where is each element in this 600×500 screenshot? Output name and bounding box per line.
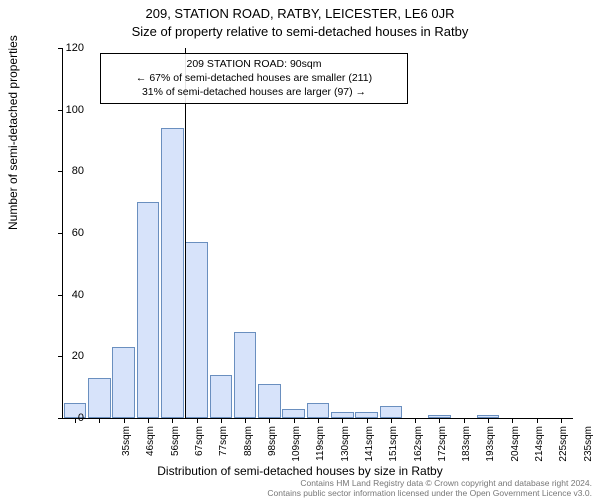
ytick-label: 40 [72, 289, 84, 301]
ytick-mark [58, 110, 63, 111]
ytick-label: 120 [66, 42, 84, 54]
xtick-mark [415, 418, 416, 423]
xtick-label: 119sqm [315, 426, 326, 476]
xtick-mark [512, 418, 513, 423]
ytick-label: 60 [72, 227, 84, 239]
histogram-bar [137, 202, 160, 418]
xtick-mark [488, 418, 489, 423]
xtick-label: 141sqm [364, 426, 375, 476]
xtick-label: 235sqm [583, 426, 594, 476]
footer-attribution: Contains HM Land Registry data © Crown c… [267, 478, 592, 498]
xtick-mark [294, 418, 295, 423]
xtick-mark [537, 418, 538, 423]
xtick-label: 56sqm [170, 426, 181, 476]
histogram-bar [282, 409, 305, 418]
ytick-mark [58, 171, 63, 172]
xtick-label: 172sqm [437, 426, 448, 476]
xtick-label: 88sqm [243, 426, 254, 476]
xtick-mark [318, 418, 319, 423]
xtick-mark [148, 418, 149, 423]
xtick-label: 214sqm [534, 426, 545, 476]
xtick-mark [464, 418, 465, 423]
xtick-mark [124, 418, 125, 423]
plot-area [62, 48, 573, 419]
annotation-box: 209 STATION ROAD: 90sqm← 67% of semi-det… [100, 53, 408, 104]
ytick-label: 0 [78, 412, 84, 424]
xtick-mark [439, 418, 440, 423]
xtick-label: 77sqm [218, 426, 229, 476]
histogram-bar [258, 384, 281, 418]
xtick-mark [172, 418, 173, 423]
xtick-label: 151sqm [388, 426, 399, 476]
annotation-line: 209 STATION ROAD: 90sqm [109, 57, 399, 71]
annotation-line: ← 67% of semi-detached houses are smalle… [109, 71, 399, 85]
y-axis-label: Number of semi-detached properties [6, 35, 20, 230]
histogram-bar [161, 128, 184, 418]
histogram-bar [307, 403, 330, 418]
xtick-mark [197, 418, 198, 423]
xtick-mark [561, 418, 562, 423]
ytick-mark [58, 48, 63, 49]
ytick-mark [58, 418, 63, 419]
annotation-line: 31% of semi-detached houses are larger (… [109, 85, 399, 99]
ytick-label: 100 [66, 104, 84, 116]
xtick-mark [342, 418, 343, 423]
footer-line-2: Contains public sector information licen… [267, 488, 592, 498]
xtick-mark [245, 418, 246, 423]
chart-container: { "header": { "address": "209, STATION R… [0, 0, 600, 500]
xtick-label: 204sqm [510, 426, 521, 476]
histogram-bar [210, 375, 233, 418]
xtick-label: 67sqm [194, 426, 205, 476]
chart-subtitle: Size of property relative to semi-detach… [0, 24, 600, 39]
xtick-label: 98sqm [267, 426, 278, 476]
xtick-label: 109sqm [291, 426, 302, 476]
xtick-label: 225sqm [558, 426, 569, 476]
xtick-mark [99, 418, 100, 423]
ytick-mark [58, 356, 63, 357]
histogram-bar [234, 332, 257, 418]
histogram-bar [185, 242, 208, 418]
ytick-label: 20 [72, 350, 84, 362]
chart-address-title: 209, STATION ROAD, RATBY, LEICESTER, LE6… [0, 6, 600, 21]
histogram-bar [88, 378, 111, 418]
ytick-label: 80 [72, 165, 84, 177]
xtick-mark [269, 418, 270, 423]
ytick-mark [58, 295, 63, 296]
xtick-mark [391, 418, 392, 423]
xtick-label: 130sqm [340, 426, 351, 476]
xtick-mark [221, 418, 222, 423]
histogram-bar [380, 406, 403, 418]
xtick-label: 35sqm [121, 426, 132, 476]
footer-line-1: Contains HM Land Registry data © Crown c… [267, 478, 592, 488]
xtick-mark [367, 418, 368, 423]
xtick-label: 183sqm [461, 426, 472, 476]
xtick-label: 46sqm [145, 426, 156, 476]
histogram-bar [112, 347, 135, 418]
xtick-label: 193sqm [485, 426, 496, 476]
xtick-label: 162sqm [413, 426, 424, 476]
ytick-mark [58, 233, 63, 234]
xtick-mark [75, 418, 76, 423]
